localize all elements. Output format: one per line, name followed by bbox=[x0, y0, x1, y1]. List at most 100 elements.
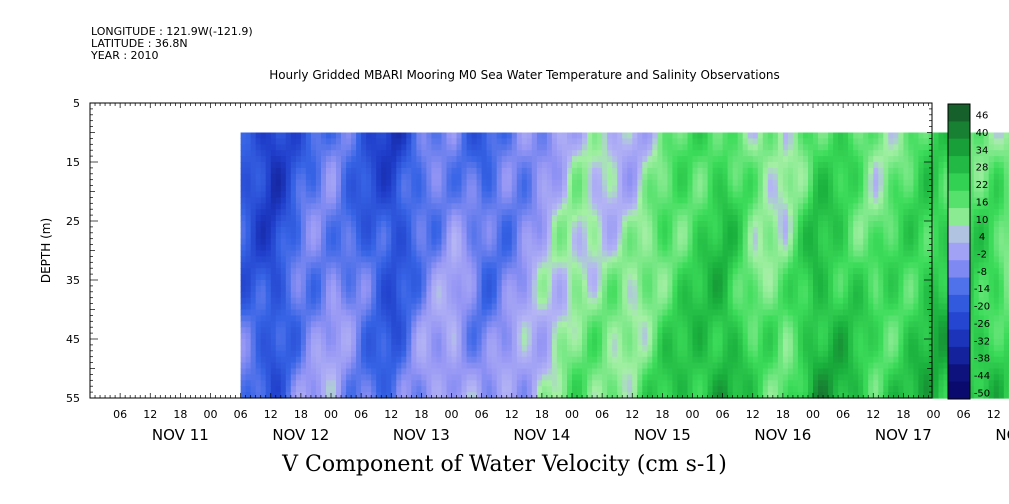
heatmap-cell bbox=[521, 315, 528, 322]
heatmap-cell bbox=[441, 262, 448, 269]
heatmap-cell bbox=[315, 167, 322, 175]
heatmap-cell bbox=[315, 291, 322, 299]
heatmap-cell bbox=[697, 162, 704, 169]
heatmap-cell bbox=[657, 203, 664, 210]
heatmap-cell bbox=[416, 309, 423, 316]
heatmap-cell bbox=[506, 244, 513, 252]
heatmap-cell bbox=[436, 368, 443, 375]
heatmap-cell bbox=[341, 197, 347, 204]
heatmap-cell bbox=[577, 250, 583, 257]
heatmap-cell bbox=[657, 150, 664, 157]
heatmap-cell bbox=[466, 344, 473, 352]
heatmap-cell bbox=[772, 250, 779, 257]
heatmap-cell bbox=[391, 321, 397, 328]
heatmap-cell bbox=[471, 280, 478, 287]
heatmap-cell bbox=[667, 132, 674, 139]
heatmap-cell bbox=[612, 162, 618, 169]
heatmap-cell bbox=[351, 291, 357, 299]
heatmap-cell bbox=[305, 144, 312, 151]
heatmap-cell bbox=[767, 179, 774, 187]
heatmap-cell bbox=[587, 268, 593, 275]
heatmap-cell bbox=[401, 392, 407, 399]
heatmap-cell bbox=[411, 215, 417, 222]
heatmap-cell bbox=[441, 280, 448, 287]
heatmap-cell bbox=[577, 368, 583, 375]
heatmap-cell bbox=[567, 303, 573, 311]
heatmap-cell bbox=[521, 256, 528, 263]
heatmap-cell bbox=[592, 226, 598, 234]
heatmap-cell bbox=[767, 262, 774, 269]
heatmap-cell bbox=[732, 250, 739, 257]
heatmap-cell bbox=[401, 244, 407, 252]
heatmap-cell bbox=[767, 280, 774, 287]
heatmap-cell bbox=[356, 374, 362, 381]
heatmap-cell bbox=[767, 362, 774, 370]
heatmap-cell bbox=[642, 191, 648, 198]
heatmap-cell bbox=[506, 144, 513, 151]
heatmap-cell bbox=[431, 380, 438, 387]
heatmap-cell bbox=[476, 297, 483, 305]
heatmap-cell bbox=[582, 209, 588, 216]
heatmap-cell bbox=[381, 132, 387, 139]
heatmap-cell bbox=[677, 167, 684, 175]
heatmap-cell bbox=[702, 203, 709, 210]
heatmap-cell bbox=[516, 215, 523, 222]
heatmap-cell bbox=[270, 173, 277, 181]
heatmap-cell bbox=[331, 285, 337, 293]
heatmap-cell bbox=[471, 185, 478, 193]
heatmap-cell bbox=[531, 138, 538, 145]
heatmap-cell bbox=[406, 262, 412, 269]
heatmap-cell bbox=[265, 244, 272, 252]
heatmap-cell bbox=[441, 368, 448, 375]
heatmap-cell bbox=[767, 244, 774, 252]
heatmap-cell bbox=[556, 173, 563, 181]
heatmap-cell bbox=[371, 250, 377, 257]
heatmap-cell bbox=[331, 291, 337, 299]
heatmap-cell bbox=[255, 315, 262, 322]
heatmap-cell bbox=[275, 226, 282, 234]
heatmap-cell bbox=[732, 144, 739, 151]
heatmap-cell bbox=[421, 256, 428, 263]
heatmap-cell bbox=[265, 374, 272, 381]
heatmap-cell bbox=[782, 232, 789, 240]
heatmap-cell bbox=[481, 191, 488, 198]
heatmap-cell bbox=[245, 226, 252, 234]
heatmap-cell bbox=[617, 226, 623, 234]
heatmap-cell bbox=[371, 185, 377, 193]
heatmap-cell bbox=[757, 144, 764, 151]
heatmap-cell bbox=[310, 138, 317, 145]
heatmap-cell bbox=[607, 362, 613, 370]
heatmap-cell bbox=[250, 262, 257, 269]
heatmap-cell bbox=[572, 167, 578, 175]
heatmap-cell bbox=[642, 185, 648, 193]
heatmap-cell bbox=[451, 138, 458, 145]
heatmap-cell bbox=[582, 244, 588, 252]
heatmap-cell bbox=[712, 309, 719, 316]
heatmap-cell bbox=[617, 179, 623, 187]
heatmap-cell bbox=[531, 232, 538, 240]
heatmap-cell bbox=[511, 262, 518, 269]
heatmap-cell bbox=[777, 191, 784, 198]
heatmap-cell bbox=[315, 226, 322, 234]
heatmap-cell bbox=[687, 327, 694, 334]
heatmap-cell bbox=[521, 173, 528, 181]
heatmap-cell bbox=[396, 185, 402, 193]
heatmap-cell bbox=[265, 321, 272, 328]
heatmap-cell bbox=[290, 221, 297, 228]
heatmap-cell bbox=[346, 191, 352, 198]
heatmap-cell bbox=[406, 268, 412, 275]
heatmap-cell bbox=[572, 150, 578, 157]
heatmap-cell bbox=[245, 291, 252, 299]
heatmap-cell bbox=[752, 203, 759, 210]
heatmap-cell bbox=[727, 344, 734, 352]
heatmap-cell bbox=[597, 362, 603, 370]
heatmap-cell bbox=[391, 144, 397, 151]
heatmap-cell bbox=[341, 268, 347, 275]
heatmap-cell bbox=[506, 315, 513, 322]
heatmap-cell bbox=[597, 268, 603, 275]
heatmap-cell bbox=[516, 162, 523, 169]
heatmap-cell bbox=[406, 315, 412, 322]
heatmap-cell bbox=[612, 256, 618, 263]
heatmap-cell bbox=[356, 221, 362, 228]
heatmap-cell bbox=[702, 156, 709, 163]
